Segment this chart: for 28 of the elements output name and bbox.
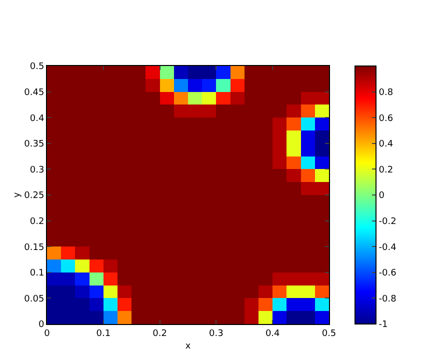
color-bar-label: -0.4 [378,242,397,253]
x-tick-label: 0.2 [152,328,167,339]
color-bar-label: 0.8 [378,88,394,98]
x-tick-label: 0.4 [265,328,280,339]
y-tick-label: 0.4 [30,114,44,124]
y-tick-label: 0.05 [24,294,44,304]
x-tick-label: 0.3 [209,328,224,339]
y-tick-label: 0 [38,320,44,330]
color-bar-label: 0.6 [378,114,394,124]
y-tick-label: 0.1 [30,268,44,279]
y-tick-label: 0.45 [24,88,44,98]
y-tick-label: 0.35 [24,140,44,150]
color-bar-label: 0 [378,191,385,202]
color-bar-label: 0.4 [378,140,394,150]
x-tick-label: 0.1 [96,328,111,339]
x-axis-title: x [185,342,192,352]
color-bar-label: -0.2 [378,216,396,227]
y-tick-label: 0.3 [30,165,44,176]
color-bar-label: -0.6 [378,268,397,279]
color-bar-label: -0.8 [378,294,397,304]
x-tick-label: 0.5 [322,328,336,339]
y-tick-label: 0.5 [30,62,44,72]
y-axis-title: y [12,192,23,198]
y-tick-label: 0.2 [30,216,44,227]
y-tick-label: 0.15 [24,242,44,253]
color-bar-label: -1 [378,320,388,330]
y-tick-label: 0.25 [24,191,44,202]
color-bar-label: 0.2 [378,165,394,176]
